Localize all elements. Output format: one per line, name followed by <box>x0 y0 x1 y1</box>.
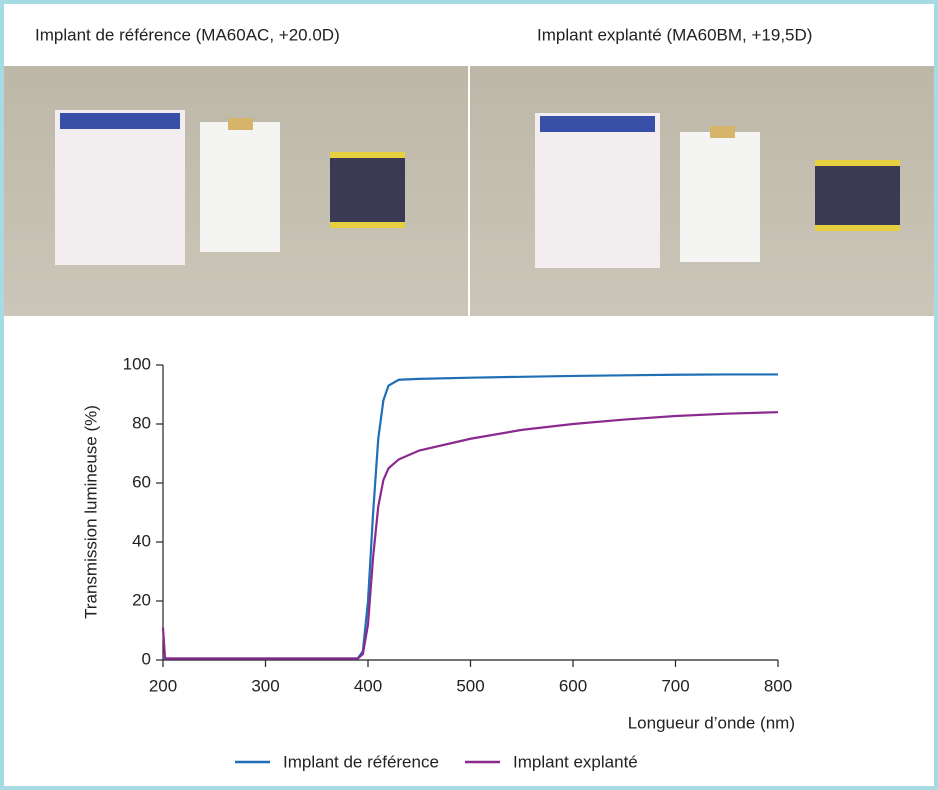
y-tick-label: 0 <box>142 649 151 668</box>
photo <box>4 66 468 316</box>
photo-caption: Implant de référence (MA60AC, +20.0D) <box>35 25 340 44</box>
x-tick-label: 800 <box>764 676 792 695</box>
x-axis-label: Longueur d’onde (nm) <box>628 713 795 732</box>
x-tick-label: 400 <box>354 676 382 695</box>
legend-label: Implant explanté <box>513 752 638 771</box>
x-tick-label: 200 <box>149 676 177 695</box>
y-tick-label: 40 <box>132 531 151 550</box>
x-tick-label: 500 <box>456 676 484 695</box>
x-tick-label: 700 <box>661 676 689 695</box>
y-tick-label: 100 <box>123 354 151 373</box>
legend-label: Implant de référence <box>283 752 439 771</box>
photo-caption: Implant explanté (MA60BM, +19,5D) <box>537 25 812 44</box>
y-tick-label: 60 <box>132 472 151 491</box>
y-tick-label: 20 <box>132 590 151 609</box>
y-tick-label: 80 <box>132 413 151 432</box>
x-tick-label: 300 <box>251 676 279 695</box>
y-axis-label: Transmission lumineuse (%) <box>81 405 100 619</box>
x-tick-label: 600 <box>559 676 587 695</box>
photo <box>470 66 934 316</box>
figure: Implant de référence (MA60AC, +20.0D) Im… <box>0 0 938 790</box>
